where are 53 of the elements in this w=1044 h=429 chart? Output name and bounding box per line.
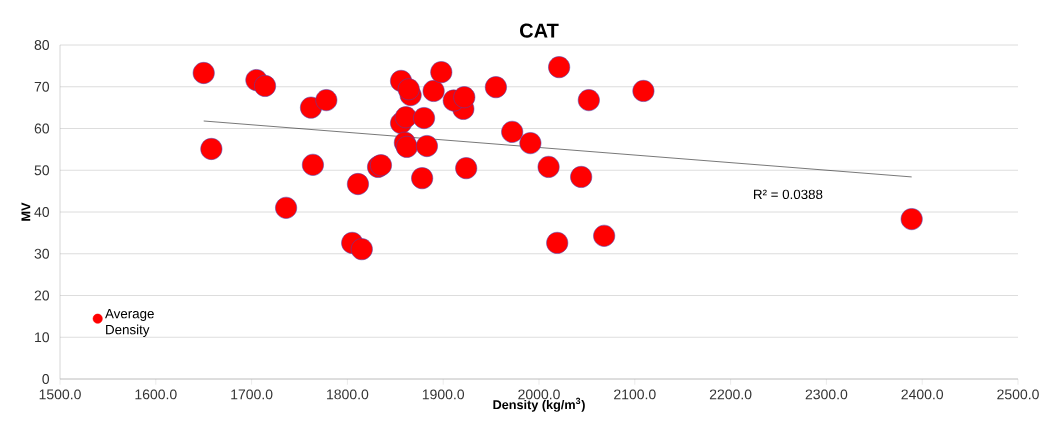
point: [519, 132, 542, 155]
point: [300, 96, 322, 119]
point: [200, 138, 223, 160]
y-tick-label: 80: [34, 40, 50, 50]
y-axis-title: MV: [21, 202, 31, 221]
x-tick-label: 2400.0: [901, 389, 944, 400]
x-tick-label: 2500.0: [997, 389, 1039, 400]
point: [570, 166, 593, 188]
point: [430, 61, 453, 84]
point: [422, 80, 445, 102]
point: [900, 208, 923, 231]
x-tick-label: 1700.0: [231, 389, 273, 400]
point: [501, 120, 524, 143]
annotation: R² = 0.0388: [754, 189, 823, 200]
point: [275, 196, 298, 219]
point: [415, 135, 438, 157]
x-tick-label: 2300.0: [805, 389, 848, 400]
point: [192, 62, 215, 84]
point: [411, 167, 434, 190]
point: [548, 56, 571, 79]
point: [347, 173, 369, 195]
point: [301, 153, 324, 176]
point: [397, 78, 420, 101]
point: [593, 224, 616, 247]
point: [577, 89, 600, 112]
y-tick-label: 70: [34, 81, 50, 92]
x-tick-label: 2000.0: [518, 389, 560, 400]
legend-label: Average Density: [105, 309, 154, 337]
y-tick-label: 0: [42, 374, 50, 384]
point: [315, 89, 338, 112]
point: [632, 80, 655, 102]
point: [453, 86, 476, 109]
x-tick-label: 2200.0: [709, 389, 752, 400]
y-tick-label: 10: [35, 332, 50, 343]
x-tick-label: 1900.0: [422, 389, 465, 400]
point: [394, 106, 417, 129]
point: [484, 76, 507, 99]
point: [546, 231, 569, 254]
y-tick-label: 40: [34, 207, 50, 217]
x-tick-label: 1500.0: [39, 389, 81, 400]
y-tick-label: 20: [34, 290, 50, 301]
y-tick-label: 30: [34, 248, 50, 259]
x-tick-label: 2100.0: [614, 389, 656, 400]
y-tick-label: 60: [34, 123, 50, 134]
y-tick-label: 50: [34, 165, 50, 176]
point: [413, 107, 435, 130]
point: [537, 155, 560, 178]
point: [455, 157, 478, 180]
x-tick-label: 1800.0: [327, 389, 369, 400]
chart-title: CAT: [520, 23, 559, 38]
point: [350, 238, 373, 261]
point: [254, 74, 276, 97]
x-tick-label: 1600.0: [135, 389, 177, 400]
